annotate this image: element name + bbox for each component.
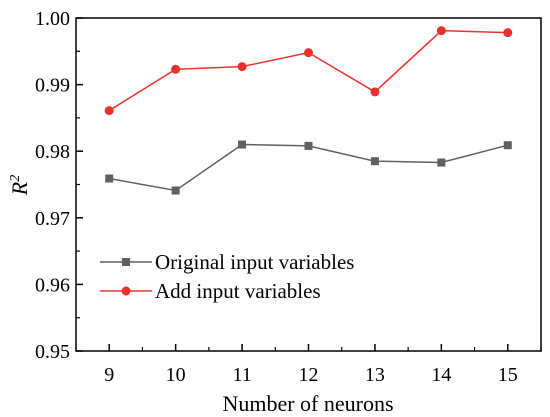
x-axis-title: Number of neurons — [222, 391, 393, 416]
series-line — [109, 143, 508, 192]
data-point — [104, 106, 114, 116]
series-line — [108, 29, 508, 112]
x-tick-label: 12 — [299, 364, 319, 386]
x-tick-label: 10 — [166, 364, 186, 386]
x-tick-label: 9 — [104, 364, 114, 386]
data-point — [436, 26, 446, 36]
data-point — [304, 141, 313, 150]
legend-item: Add input variables — [100, 279, 321, 303]
x-tick-label: 11 — [232, 364, 251, 386]
x-tick-label: 13 — [365, 364, 385, 386]
legend-item: Original input variables — [100, 250, 354, 274]
legend-label: Original input variables — [155, 250, 354, 274]
legend-label: Add input variables — [155, 279, 321, 303]
x-tick-label: 15 — [498, 364, 518, 386]
x-tick-label: 14 — [431, 364, 451, 386]
legend-marker — [121, 286, 131, 296]
y-axis-title: R2 — [7, 175, 32, 196]
y-tick-label: 0.97 — [35, 208, 70, 230]
data-point — [105, 174, 114, 183]
y-tick-labels: 0.95 0.96 0.97 0.98 0.99 1.00 — [35, 8, 70, 363]
series-1 — [105, 140, 512, 195]
x-tick-labels: 9 10 11 12 13 14 15 — [104, 364, 518, 386]
data-point — [370, 157, 379, 166]
legend-marker — [122, 258, 130, 266]
data-point — [503, 28, 513, 38]
axis-ticks — [75, 17, 542, 352]
y-tick-label: 0.95 — [35, 341, 70, 363]
y-tick-label: 0.96 — [35, 274, 70, 296]
y-tick-label: 1.00 — [35, 8, 70, 30]
data-point — [171, 186, 180, 195]
data-point — [503, 141, 512, 150]
data-point — [171, 64, 181, 74]
data-point — [238, 140, 247, 149]
y-axis-title-sup: 2 — [8, 175, 23, 182]
legend: Original input variables Add input variab… — [100, 250, 354, 303]
series-2 — [104, 26, 513, 116]
y-tick-label: 0.98 — [35, 141, 70, 163]
series-layer — [104, 26, 513, 195]
y-axis-title-base: R — [7, 181, 32, 196]
y-tick-label: 0.99 — [35, 75, 70, 97]
data-point — [237, 62, 247, 72]
data-point — [370, 87, 380, 97]
data-point — [437, 158, 446, 167]
data-point — [304, 48, 313, 58]
